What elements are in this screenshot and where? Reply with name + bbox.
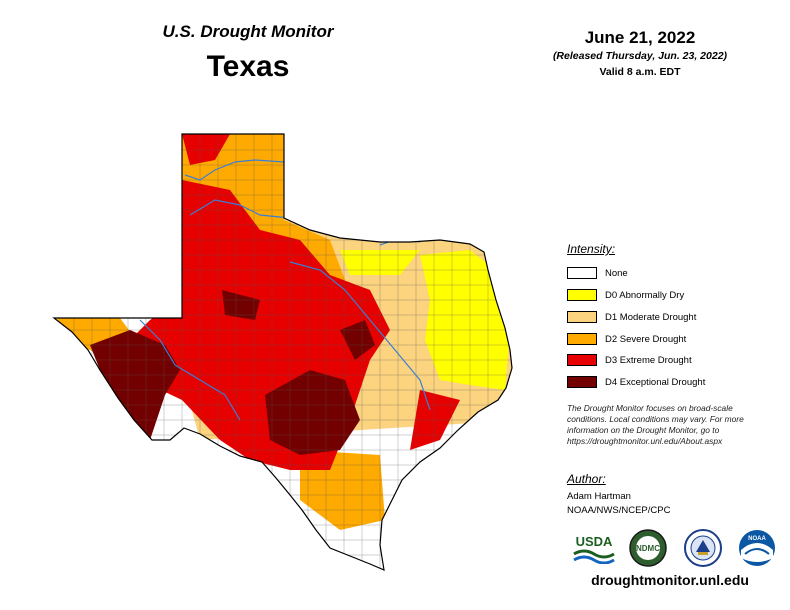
legend-label: D4 Exceptional Drought	[605, 376, 706, 388]
legend-swatch-d0	[567, 289, 597, 301]
d4-area-north	[222, 290, 260, 320]
legend-title: Intensity:	[567, 242, 616, 256]
state-name: Texas	[206, 50, 290, 83]
rivers	[139, 159, 431, 421]
legend-label: D2 Severe Drought	[605, 333, 687, 345]
legend-swatch-d3	[567, 354, 597, 366]
disclaimer-note: The Drought Monitor focuses on broad-sca…	[567, 403, 744, 446]
ndmc-logo-text: NDMC	[636, 544, 660, 553]
legend-label: D1 Moderate Drought	[605, 311, 697, 323]
legend-item-d0: D0 Abnormally Dry	[567, 288, 684, 302]
legend-swatch-d2	[567, 333, 597, 345]
usda-logo: USDA	[573, 534, 615, 564]
legend-label: D0 Abnormally Dry	[605, 289, 685, 301]
texas-drought-map	[52, 133, 513, 571]
doc-seal-logo	[684, 529, 722, 567]
legend-swatch-none	[567, 267, 597, 279]
legend-item-d2: D2 Severe Drought	[567, 332, 686, 346]
legend-item-none: None	[567, 266, 628, 280]
author-name: Adam Hartman	[567, 491, 631, 502]
d4-area-south-central	[265, 370, 360, 455]
legend-item-d1: D1 Moderate Drought	[567, 310, 696, 324]
legend-label: D3 Extreme Drought	[605, 354, 692, 366]
website-url[interactable]: droughtmonitor.unl.edu	[591, 572, 749, 588]
legend-item-d4: D4 Exceptional Drought	[567, 375, 705, 389]
author-heading: Author:	[567, 472, 606, 486]
legend-swatch-d1	[567, 311, 597, 323]
valid-time: Valid 8 a.m. EDT	[599, 66, 681, 78]
ndmc-logo: NDMC	[629, 529, 667, 567]
noaa-logo: NOAA	[739, 530, 775, 566]
texas-outline	[52, 133, 513, 571]
author-org: NOAA/NWS/NCEP/CPC	[567, 505, 671, 516]
map-title: U.S. Drought Monitor	[162, 22, 334, 41]
release-date: (Released Thursday, Jun. 23, 2022)	[552, 50, 728, 62]
d4-area-west	[90, 330, 180, 440]
map-date: June 21, 2022	[584, 28, 696, 47]
legend-label: None	[605, 267, 628, 279]
legend-swatch-d4	[567, 376, 597, 388]
usda-logo-text: USDA	[576, 534, 613, 549]
noaa-logo-text: NOAA	[748, 536, 766, 542]
legend-item-d3: D3 Extreme Drought	[567, 353, 692, 367]
drought-areas	[54, 134, 512, 570]
